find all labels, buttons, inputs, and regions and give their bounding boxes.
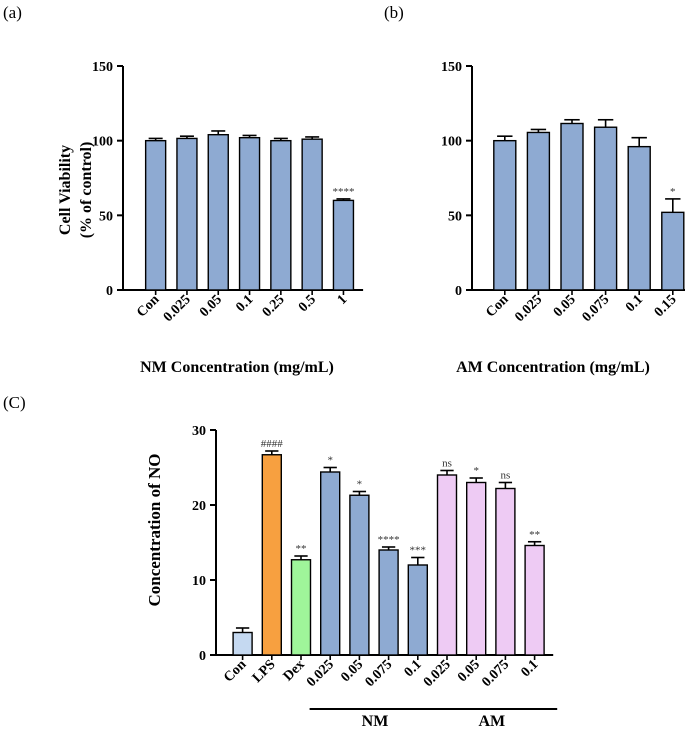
category-label: 0.075 — [363, 657, 396, 690]
bar-0.15 — [661, 211, 685, 291]
category-label: 0.25 — [260, 292, 288, 320]
bar-0.1 — [407, 564, 428, 656]
category-label: 0.025 — [512, 292, 545, 325]
y-tick-label: 150 — [92, 60, 113, 75]
y-tick-label: 30 — [192, 424, 206, 439]
bar-0.05 — [466, 481, 487, 656]
category-label: 0.1 — [233, 292, 256, 315]
y-axis-title-a-line2: (% of control) — [78, 142, 95, 239]
bar-Con — [232, 631, 253, 656]
bar-0.05 — [207, 133, 229, 291]
category-label: 0.025 — [421, 657, 454, 690]
y-tick-label: 50 — [448, 209, 462, 224]
bar-0.025 — [320, 471, 341, 656]
bar-0.1 — [238, 136, 261, 291]
bar-0.25 — [270, 139, 292, 291]
category-label: 0.1 — [623, 292, 646, 315]
significance-label: ns — [501, 470, 511, 482]
significance-label: ** — [296, 543, 307, 555]
category-label: 0.025 — [161, 292, 194, 325]
y-tick-label: 10 — [192, 574, 206, 589]
bar-0.075 — [495, 487, 516, 656]
y-tick-label: 100 — [92, 135, 113, 150]
significance-label: #### — [261, 438, 284, 450]
y-tick-label: 0 — [199, 649, 206, 664]
bar-0.075 — [378, 549, 399, 656]
group-label-NM: NM — [362, 713, 389, 729]
y-tick-label: 150 — [441, 60, 462, 75]
significance-label: * — [473, 465, 479, 477]
category-label: 0.05 — [551, 292, 579, 320]
category-label: 0.025 — [304, 657, 337, 690]
bar-0.1 — [524, 544, 545, 656]
significance-label: **** — [378, 534, 400, 546]
category-label: Con — [134, 292, 162, 320]
bar-0.025 — [176, 137, 198, 291]
significance-label: ns — [442, 458, 452, 470]
significance-label: * — [670, 186, 676, 198]
significance-label: ** — [529, 529, 540, 541]
y-axis-title-c: Concentration of NO — [145, 454, 164, 607]
y-axis-title-a-line1: Cell Viability — [57, 145, 74, 235]
bar-Dex — [290, 559, 312, 656]
category-label: 0.075 — [580, 292, 613, 325]
category-label: Con — [221, 657, 249, 685]
bar-1 — [332, 199, 355, 291]
bar-0.075 — [593, 126, 618, 291]
bar-0.1 — [627, 145, 651, 291]
bar-0.05 — [349, 494, 370, 656]
panel-label-c: (C) — [3, 393, 26, 412]
significance-label: * — [327, 455, 333, 467]
category-label: 0.05 — [197, 292, 225, 320]
category-label: 0.15 — [652, 292, 680, 320]
category-label: 0.1 — [402, 657, 425, 680]
bar-0.025 — [436, 474, 458, 656]
category-label: 0.1 — [518, 657, 541, 680]
category-label: 1 — [335, 292, 351, 308]
significance-label: **** — [332, 186, 354, 198]
panel-b: (b) AM Concentration (mg/mL) 0 50 100 150 Co… — [384, 3, 685, 376]
bar-LPS — [261, 454, 282, 656]
category-label: 0.5 — [296, 292, 319, 315]
panel-c: (C) Concentration of NO 0 10 20 30 Con LPS ###… — [3, 393, 558, 729]
significance-label: *** — [410, 545, 427, 557]
bar-Con — [493, 139, 517, 291]
y-tick-label: 0 — [455, 284, 462, 299]
category-label: 0.05 — [455, 657, 483, 685]
y-tick-label: 20 — [192, 499, 206, 514]
panel-label-b: (b) — [384, 3, 404, 22]
category-label: LPS — [250, 657, 279, 686]
panel-label-a: (a) — [3, 3, 22, 22]
x-axis-title-b: AM Concentration (mg/mL) — [456, 359, 650, 376]
y-tick-label: 100 — [441, 135, 462, 150]
bar-0.05 — [560, 122, 584, 291]
category-label: Con — [483, 292, 511, 320]
significance-label: * — [357, 479, 363, 491]
panel-a: (a) Cell Viability (% of control) NM Con… — [3, 3, 364, 376]
group-label-AM: AM — [478, 713, 505, 729]
x-axis-title-a: NM Concentration (mg/mL) — [140, 359, 334, 376]
bar-0.025 — [526, 131, 551, 291]
y-tick-label: 0 — [106, 284, 113, 299]
category-label: 0.075 — [479, 657, 512, 690]
bar-Con — [144, 139, 167, 291]
category-label: 0.05 — [338, 657, 366, 685]
bar-0.5 — [301, 138, 323, 291]
y-tick-label: 50 — [99, 209, 113, 224]
